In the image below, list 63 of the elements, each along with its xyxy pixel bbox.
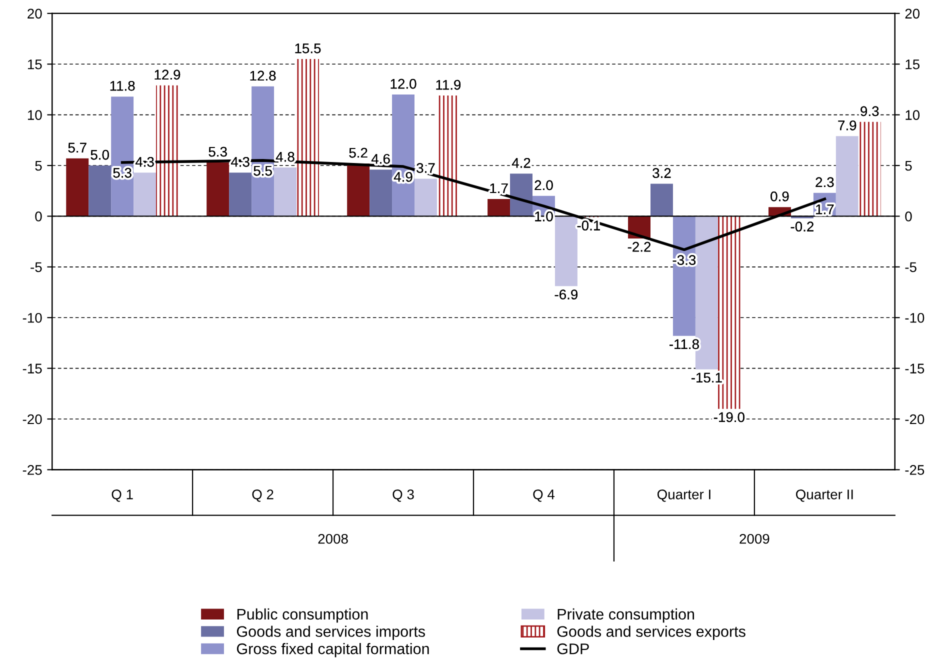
y-tick-label: -5: [30, 262, 42, 272]
legend-label: Goods and services exports: [557, 626, 746, 640]
x-tick-label: Q 3: [392, 490, 414, 502]
x-tick-label: Q 4: [533, 490, 555, 502]
data-label: 4.9: [394, 172, 412, 182]
y2-tick-label: -10: [905, 312, 924, 323]
data-label: 1.7: [816, 204, 834, 214]
data-label: 5.0: [90, 150, 109, 160]
y2-tick-label: -15: [905, 364, 924, 374]
y-tick-label: 5: [35, 160, 42, 171]
data-label: 2.3: [816, 177, 834, 188]
y2-tick-label: 20: [905, 8, 920, 19]
y-tick-label: -15: [22, 364, 42, 374]
data-label: 3.2: [652, 168, 671, 178]
x-tick-label: Q 1: [112, 490, 133, 502]
text: 2009: [740, 534, 770, 544]
y2-tick-label: -20: [905, 414, 924, 424]
data-label: 0.9: [770, 191, 789, 202]
x-tick-label: Q 2: [252, 490, 274, 502]
y-tick-label: 10: [28, 110, 42, 120]
y2-tick-label: 15: [906, 60, 920, 70]
data-label: -6.9: [554, 290, 578, 300]
data-label: -2.2: [628, 242, 651, 252]
y-tick-label: -25: [22, 465, 42, 475]
data-label: 5.3: [208, 146, 227, 157]
y2-tick-label: -5: [905, 262, 916, 272]
data-label: 11.8: [110, 80, 135, 91]
y-tick-label: 15: [28, 60, 42, 70]
y-tick-label: -10: [22, 312, 42, 323]
x-tick-label: Quarter II: [796, 490, 853, 502]
data-label: 12.8: [250, 70, 276, 81]
x-tick-label: Quarter I: [657, 490, 710, 502]
y-tick-label: 20: [28, 8, 42, 19]
y-tick-label: -20: [22, 414, 42, 424]
data-label: 1.0: [535, 212, 553, 222]
data-label: -11.8: [670, 339, 699, 350]
data-label: -3.3: [672, 255, 696, 265]
data-label: 4.2: [512, 158, 530, 168]
data-label: 5.7: [68, 142, 86, 153]
data-label: 2.0: [534, 180, 553, 190]
data-label: 5.3: [113, 168, 132, 178]
y2-tick-label: 0: [905, 212, 912, 222]
legend-label: Public consumption: [237, 608, 368, 623]
data-label: -19.0: [714, 412, 744, 422]
data-label: 15.5: [295, 44, 321, 54]
legend-label: Gross fixed capital formation: [236, 643, 429, 658]
data-label: 5.2: [349, 148, 368, 158]
data-label: 5.5: [254, 166, 272, 176]
data-label: 12.0: [390, 78, 416, 89]
y2-tick-label: 10: [906, 110, 920, 120]
y2-tick-label: 5: [905, 160, 912, 171]
data-label: 11.9: [436, 80, 461, 90]
data-label: -0.2: [790, 222, 814, 232]
legend-label: Goods and services imports: [236, 626, 425, 640]
y2-tick-label: -25: [905, 465, 924, 475]
legend-label: Private consumption: [558, 608, 694, 623]
data-label: 12.9: [154, 70, 180, 80]
legend-label: GDP: [557, 643, 589, 654]
y-tick-label: 0: [35, 212, 42, 222]
data-label: 9.3: [860, 106, 879, 116]
text: 2008: [318, 534, 348, 544]
data-label: 4.6: [371, 154, 390, 164]
data-label: 7.9: [838, 120, 856, 130]
